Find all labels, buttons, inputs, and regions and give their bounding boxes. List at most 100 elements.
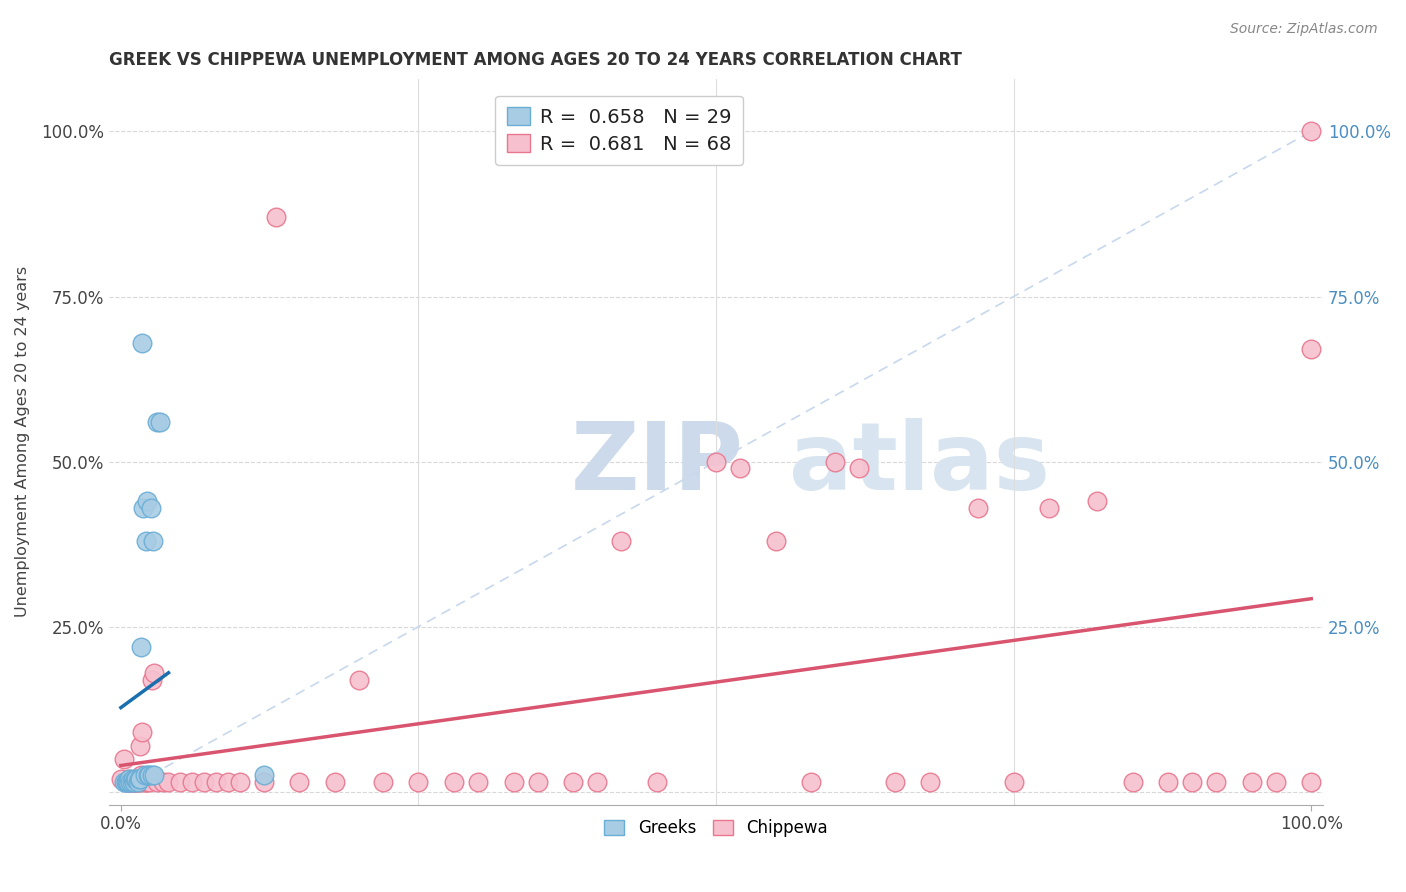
Point xyxy=(132,500,155,515)
Point xyxy=(1205,775,1227,789)
Point xyxy=(139,500,162,515)
Point xyxy=(728,461,751,475)
Point xyxy=(110,772,132,786)
Point xyxy=(253,775,276,789)
Point xyxy=(114,775,136,789)
Point xyxy=(967,500,990,515)
Point xyxy=(138,775,160,789)
Text: GREEK VS CHIPPEWA UNEMPLOYMENT AMONG AGES 20 TO 24 YEARS CORRELATION CHART: GREEK VS CHIPPEWA UNEMPLOYMENT AMONG AGE… xyxy=(110,51,962,69)
Point xyxy=(288,775,311,789)
Point xyxy=(141,768,163,782)
Point xyxy=(645,775,668,789)
Point xyxy=(136,768,159,782)
Point xyxy=(141,673,163,687)
Point xyxy=(118,772,141,786)
Point xyxy=(824,454,846,468)
Text: atlas: atlas xyxy=(789,417,1050,509)
Point xyxy=(217,775,239,789)
Point xyxy=(115,775,138,789)
Point xyxy=(253,768,276,782)
Point xyxy=(117,775,139,789)
Point xyxy=(118,772,141,786)
Point xyxy=(149,415,172,429)
Point xyxy=(526,775,548,789)
Point xyxy=(408,775,430,789)
Point xyxy=(347,673,370,687)
Legend: Greeks, Chippewa: Greeks, Chippewa xyxy=(598,813,834,844)
Point xyxy=(134,775,156,789)
Point xyxy=(1301,343,1323,357)
Point xyxy=(122,775,145,789)
Point xyxy=(1301,124,1323,138)
Point xyxy=(125,775,148,789)
Point xyxy=(136,494,159,508)
Point xyxy=(848,461,870,475)
Point xyxy=(132,775,155,789)
Point xyxy=(129,772,152,786)
Point xyxy=(131,725,153,739)
Point xyxy=(128,772,150,786)
Y-axis label: Unemployment Among Ages 20 to 24 years: Unemployment Among Ages 20 to 24 years xyxy=(15,266,30,617)
Point xyxy=(114,775,136,789)
Point xyxy=(129,768,152,782)
Point xyxy=(1157,775,1180,789)
Point xyxy=(1264,775,1286,789)
Point xyxy=(323,775,346,789)
Point xyxy=(264,211,287,225)
Point xyxy=(205,775,228,789)
Point xyxy=(152,775,174,789)
Point xyxy=(562,775,585,789)
Point xyxy=(610,533,633,548)
Point xyxy=(1240,775,1263,789)
Point xyxy=(502,775,524,789)
Point xyxy=(157,775,180,789)
Point xyxy=(129,739,152,753)
Point xyxy=(181,775,204,789)
Point xyxy=(124,775,146,789)
Point xyxy=(1122,775,1144,789)
Point xyxy=(135,533,157,548)
Point xyxy=(467,775,489,789)
Point xyxy=(115,775,138,789)
Point xyxy=(145,775,167,789)
Point xyxy=(120,775,142,789)
Point xyxy=(229,775,252,789)
Point xyxy=(124,772,146,786)
Point xyxy=(134,768,156,782)
Point xyxy=(883,775,905,789)
Point xyxy=(138,768,160,782)
Point xyxy=(145,415,167,429)
Point xyxy=(121,775,143,789)
Point xyxy=(169,775,191,789)
Text: Source: ZipAtlas.com: Source: ZipAtlas.com xyxy=(1230,22,1378,37)
Point xyxy=(765,533,787,548)
Point xyxy=(143,768,166,782)
Point xyxy=(1038,500,1060,515)
Point xyxy=(121,775,143,789)
Point xyxy=(920,775,942,789)
Point xyxy=(125,772,148,786)
Point xyxy=(443,775,465,789)
Point xyxy=(1002,775,1025,789)
Point xyxy=(127,775,149,789)
Point xyxy=(120,775,142,789)
Text: ZIP: ZIP xyxy=(571,417,744,509)
Point xyxy=(114,752,136,766)
Point xyxy=(1181,775,1204,789)
Point xyxy=(129,640,152,654)
Point xyxy=(586,775,609,789)
Point xyxy=(142,533,165,548)
Point xyxy=(1301,775,1323,789)
Point xyxy=(1085,494,1108,508)
Point xyxy=(121,775,143,789)
Point xyxy=(117,775,139,789)
Point xyxy=(121,772,143,786)
Point xyxy=(127,775,149,789)
Point xyxy=(131,335,153,350)
Point xyxy=(114,775,136,789)
Point xyxy=(122,775,145,789)
Point xyxy=(128,775,150,789)
Point xyxy=(704,454,727,468)
Point xyxy=(193,775,215,789)
Point xyxy=(143,665,166,680)
